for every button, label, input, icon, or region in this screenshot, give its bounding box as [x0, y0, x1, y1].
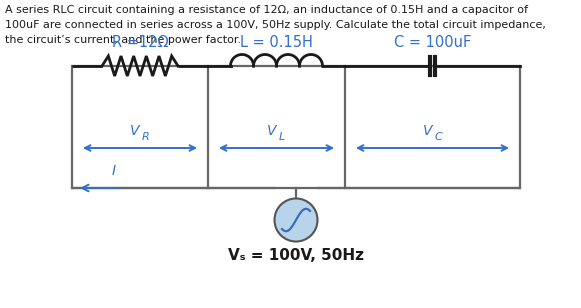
Text: C = 100uF: C = 100uF [394, 35, 471, 50]
Text: R =12Ω: R =12Ω [112, 35, 168, 50]
Text: V: V [423, 124, 432, 138]
Text: R: R [142, 132, 150, 142]
Text: A series RLC circuit containing a resistance of 12Ω, an inductance of 0.15H and : A series RLC circuit containing a resist… [5, 5, 528, 15]
Text: 100uF are connected in series across a 100V, 50Hz supply. Calculate the total ci: 100uF are connected in series across a 1… [5, 20, 546, 30]
Text: C: C [435, 132, 442, 142]
Text: the circuit’s current, and the power factor.: the circuit’s current, and the power fac… [5, 35, 241, 45]
Text: I: I [112, 164, 116, 178]
Text: L = 0.15H: L = 0.15H [240, 35, 313, 50]
Text: Vₛ = 100V, 50Hz: Vₛ = 100V, 50Hz [228, 248, 364, 262]
Circle shape [274, 198, 317, 241]
Text: V: V [130, 124, 140, 138]
Text: V: V [267, 124, 276, 138]
Text: L: L [278, 132, 285, 142]
